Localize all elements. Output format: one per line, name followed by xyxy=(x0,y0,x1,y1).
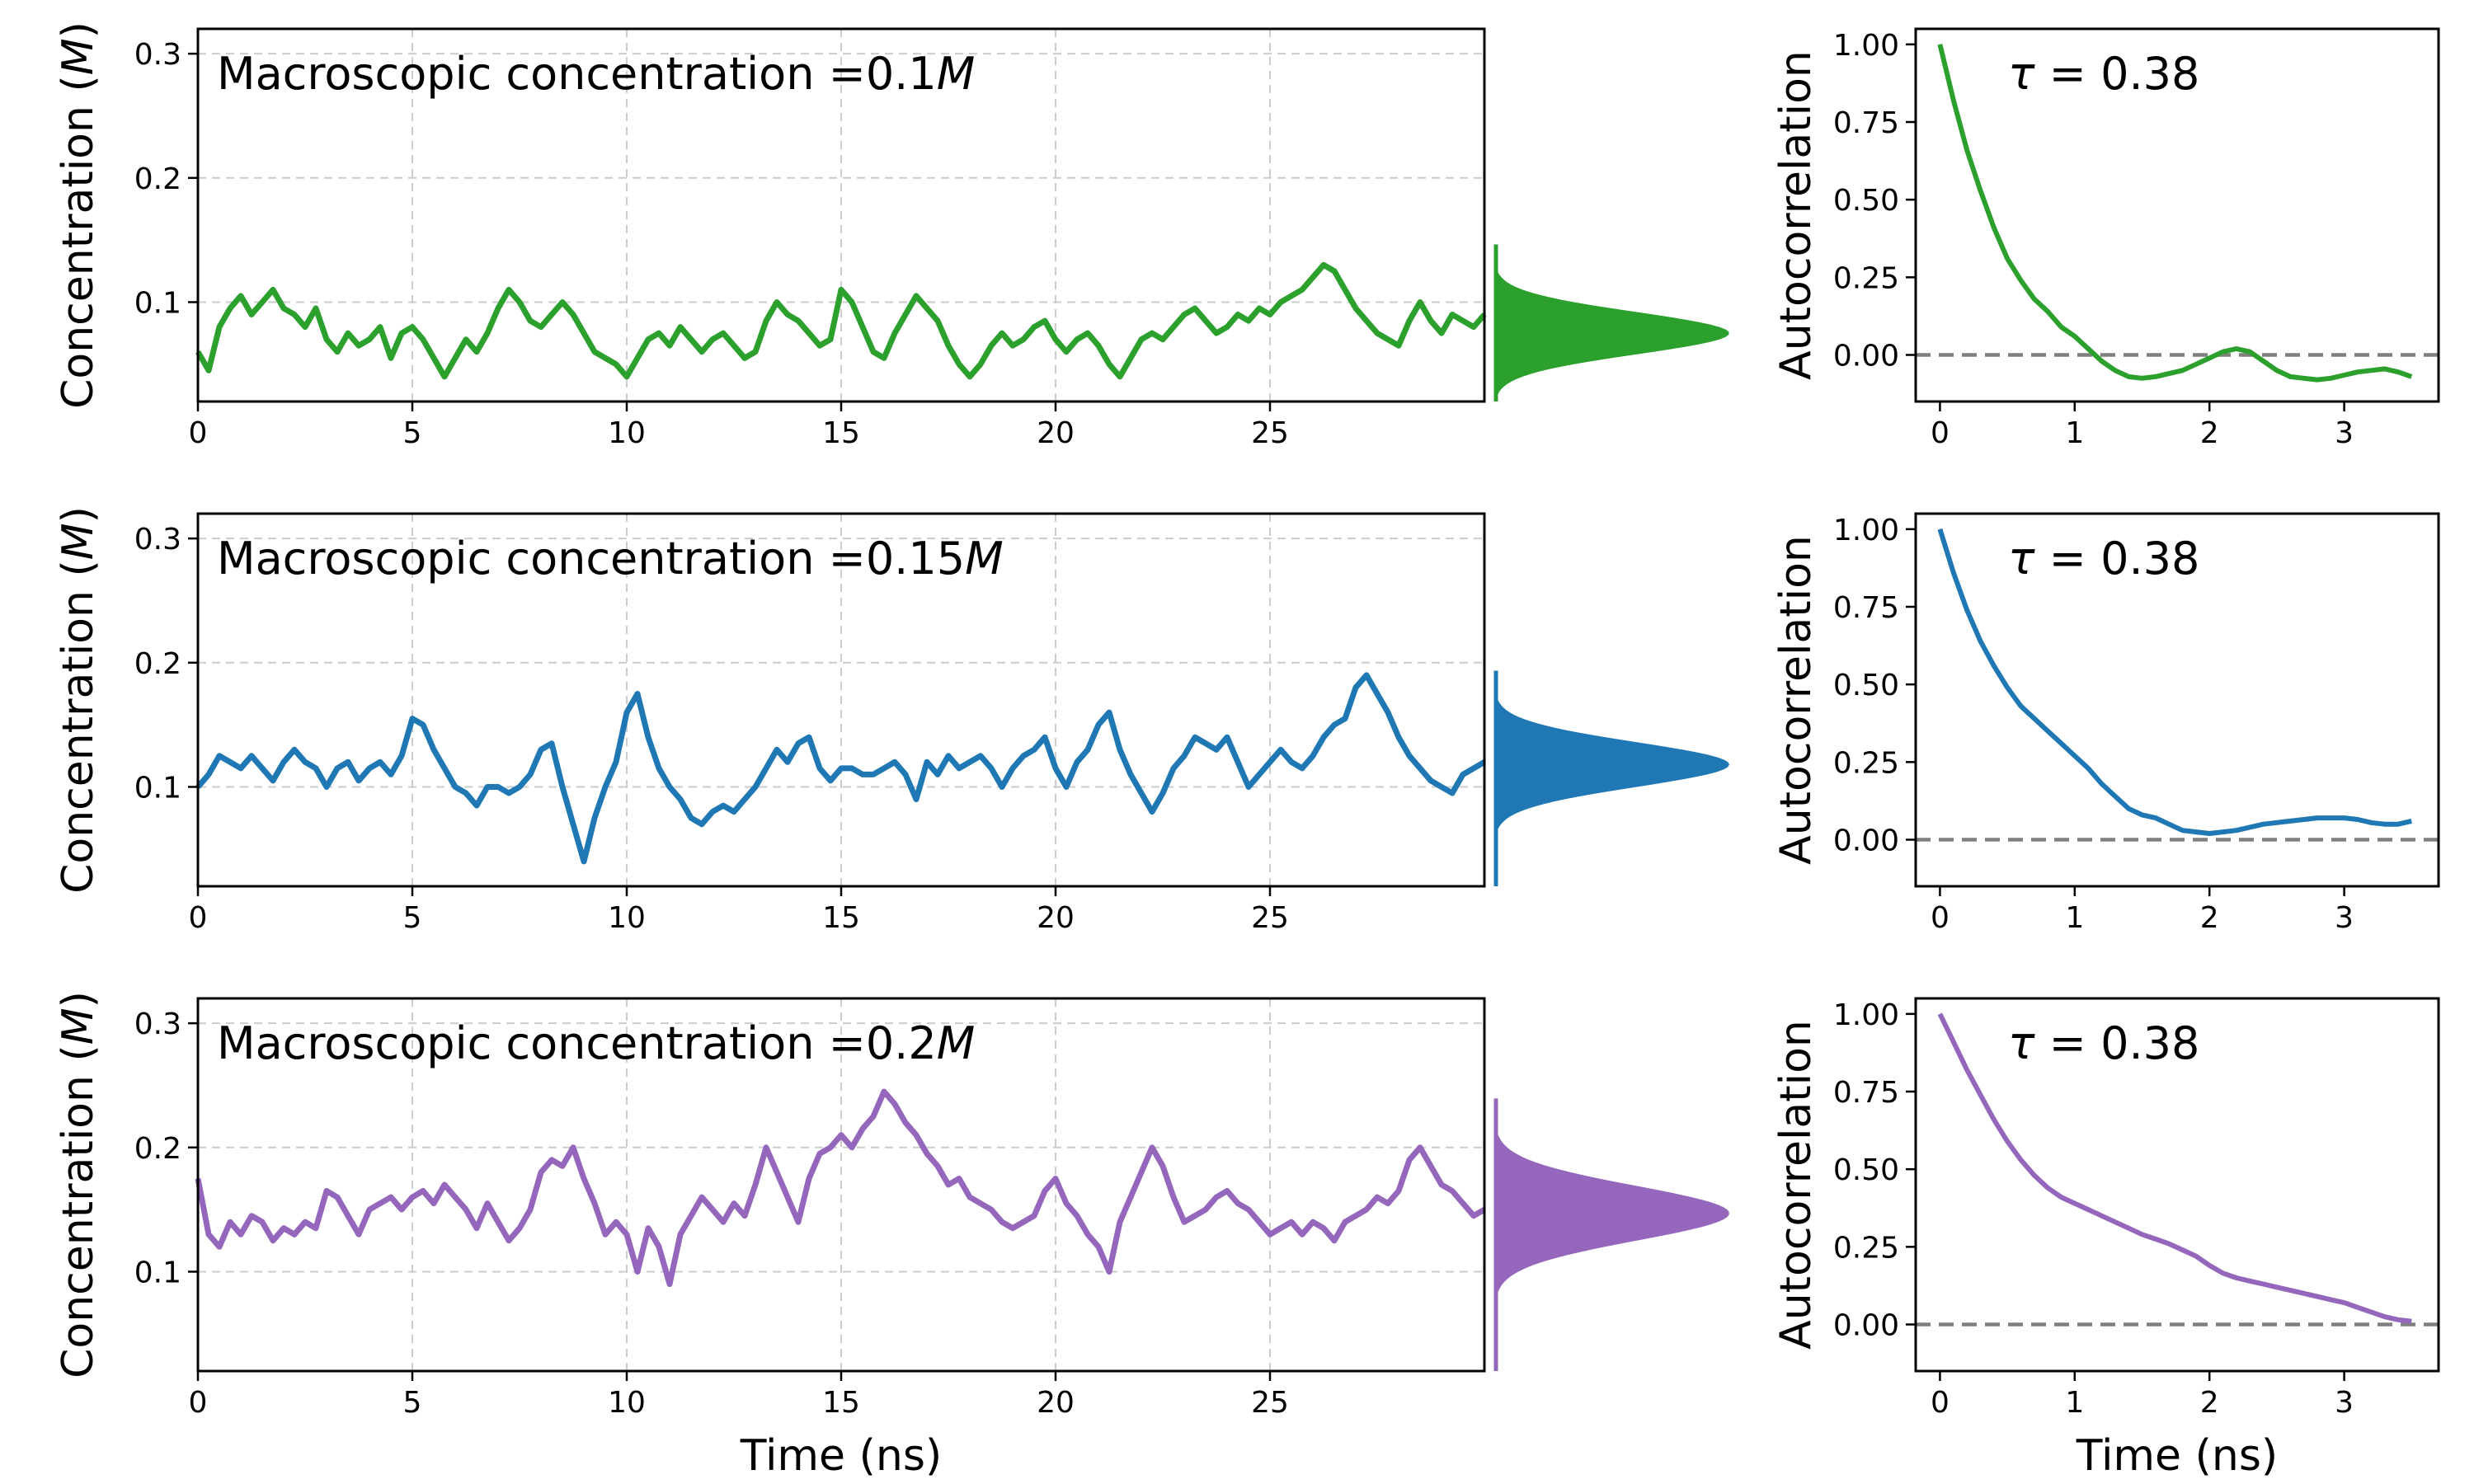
y-tick-label: 0.3 xyxy=(134,38,181,72)
y-tick-label: 0.3 xyxy=(134,523,181,556)
x-tick-label: 15 xyxy=(822,1386,860,1420)
x-tick-label: 0 xyxy=(1931,901,1950,935)
x-tick-label: 3 xyxy=(2335,416,2354,450)
concentration-distribution xyxy=(1494,29,1729,402)
concentration-trace xyxy=(195,672,1486,865)
y-tick-label: 1.00 xyxy=(1833,29,1899,63)
timeseries-panel-2: 0 5 10 15 20 25 0.1 0.2 0.3 Macroscopic concentra… xyxy=(54,506,1729,935)
plot-frame xyxy=(1914,997,2440,1373)
y-tick-label: 0.00 xyxy=(1833,340,1899,373)
y-tick-label: 0.3 xyxy=(134,1007,181,1041)
y-tick-label: 0.2 xyxy=(134,162,181,196)
x-tick-label: 25 xyxy=(1251,901,1289,935)
x-tick-label: 20 xyxy=(1037,1386,1075,1420)
y-axis-label: Autocorrelation xyxy=(1771,535,1821,865)
x-tick-label: 3 xyxy=(2335,901,2354,935)
y-tick-label: 0.50 xyxy=(1833,1153,1899,1187)
concentration-trace xyxy=(195,261,1487,380)
x-tick-label: 2 xyxy=(2200,416,2219,450)
autocorrelation-curve xyxy=(1937,528,2412,836)
timeseries-panel-1: 0 5 10 15 20 25 0.1 0.2 0.3 Macroscopic concentra… xyxy=(54,21,1729,450)
x-tick-label: 1 xyxy=(2065,416,2084,450)
autocorrelation-panel-2: 0 1 2 3 1.00 0.75 0.50 0.25 0.00 τ = 0.38 Autocorr… xyxy=(1771,512,2440,935)
x-tick-label: 10 xyxy=(608,1386,646,1420)
y-tick-label: 0.75 xyxy=(1833,591,1899,625)
y-tick-label: 0.75 xyxy=(1833,106,1899,140)
y-tick-label: 0.25 xyxy=(1833,746,1899,780)
x-tick-label: 25 xyxy=(1251,416,1289,450)
concentration-distribution xyxy=(1494,998,1729,1371)
y-axis-label: Concentration (M) xyxy=(54,991,103,1378)
y-tick-label: 0.50 xyxy=(1833,184,1899,218)
x-tick-label: 25 xyxy=(1251,1386,1289,1420)
y-tick-label: 0.1 xyxy=(134,1256,181,1289)
x-tick-label: 5 xyxy=(403,1386,422,1420)
y-tick-label: 0.00 xyxy=(1833,824,1899,858)
timeseries-panel-3: 0 5 10 15 20 25 0.1 0.2 0.3 Macroscopic concentra… xyxy=(54,991,1729,1481)
y-tick-label: 0.2 xyxy=(134,647,181,681)
y-tick-label: 0.25 xyxy=(1833,1231,1899,1265)
x-tick-label: 15 xyxy=(822,416,860,450)
concentration-annotation: Macroscopic concentration =0.15M xyxy=(217,533,1004,585)
y-tick-label: 0.2 xyxy=(134,1132,181,1166)
x-axis-label: Time (ns) xyxy=(740,1431,942,1481)
x-tick-label: 0 xyxy=(189,416,208,450)
x-tick-label: 0 xyxy=(189,901,208,935)
concentration-trace xyxy=(195,1088,1486,1287)
x-tick-label: 0 xyxy=(189,1386,208,1420)
y-tick-label: 0.50 xyxy=(1833,669,1899,702)
y-axis-label: Autocorrelation xyxy=(1771,50,1821,380)
x-tick-label: 2 xyxy=(2200,901,2219,935)
plot-frame xyxy=(1914,512,2440,888)
y-tick-label: 1.00 xyxy=(1833,514,1899,547)
y-axis-label: Concentration (M) xyxy=(54,506,103,894)
y-tick-label: 0.25 xyxy=(1833,261,1899,295)
x-tick-label: 10 xyxy=(608,901,646,935)
x-axis-label: Time (ns) xyxy=(2076,1431,2278,1481)
autocorrelation-panel-3: 0 1 2 3 1.00 0.75 0.50 0.25 0.00 τ = 0.38 Autocorr… xyxy=(1771,997,2440,1481)
autocorrelation-panel-1: 0 1 2 3 1.00 0.75 0.50 0.25 0.00 τ = 0.38 Autocorr… xyxy=(1771,27,2440,450)
x-tick-label: 2 xyxy=(2200,1386,2219,1420)
autocorrelation-curve xyxy=(1937,1012,2412,1324)
tau-annotation: τ = 0.38 xyxy=(2008,533,2199,585)
x-tick-label: 10 xyxy=(608,416,646,450)
tau-annotation: τ = 0.38 xyxy=(2008,48,2199,100)
x-tick-label: 1 xyxy=(2065,1386,2084,1420)
x-tick-label: 20 xyxy=(1037,416,1075,450)
x-tick-label: 1 xyxy=(2065,901,2084,935)
y-tick-label: 0.1 xyxy=(134,771,181,805)
y-tick-label: 0.00 xyxy=(1833,1309,1899,1343)
x-tick-label: 0 xyxy=(1931,416,1950,450)
y-tick-label: 1.00 xyxy=(1833,998,1899,1032)
y-axis-label: Concentration (M) xyxy=(54,21,103,409)
concentration-distribution xyxy=(1494,514,1729,886)
plot-frame xyxy=(1914,27,2440,403)
autocorrelation-curve xyxy=(1937,44,2413,383)
x-tick-label: 3 xyxy=(2335,1386,2354,1420)
x-tick-label: 20 xyxy=(1037,901,1075,935)
y-tick-label: 0.75 xyxy=(1833,1076,1899,1110)
y-tick-label: 0.1 xyxy=(134,286,181,320)
x-tick-label: 5 xyxy=(403,416,422,450)
x-tick-label: 15 xyxy=(822,901,860,935)
tau-annotation: τ = 0.38 xyxy=(2008,1017,2199,1069)
x-tick-label: 0 xyxy=(1931,1386,1950,1420)
concentration-annotation: Macroscopic concentration =0.2M xyxy=(217,1017,975,1069)
concentration-annotation: Macroscopic concentration =0.1M xyxy=(217,48,975,100)
y-axis-label: Autocorrelation xyxy=(1771,1020,1821,1350)
x-tick-label: 5 xyxy=(403,901,422,935)
